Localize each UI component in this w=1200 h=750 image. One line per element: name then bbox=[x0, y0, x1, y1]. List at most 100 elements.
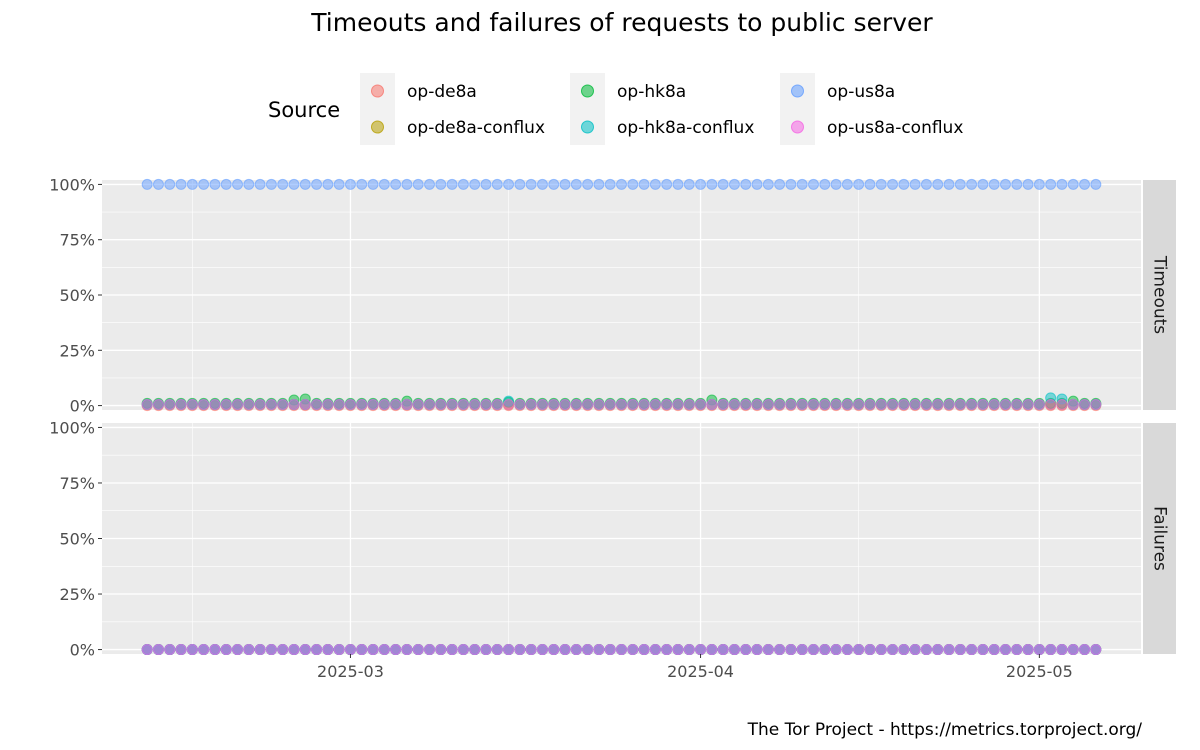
point-op-us8a bbox=[186, 178, 198, 190]
point-op-us8a-conflux bbox=[322, 644, 334, 656]
point-op-us8a-conflux bbox=[152, 398, 164, 410]
legend-item-op-us8a-conflux: op-us8a-conflux bbox=[780, 109, 963, 145]
point-op-us8a-conflux bbox=[887, 644, 899, 656]
point-op-us8a-conflux bbox=[401, 644, 413, 656]
y-tick-label: 75% bbox=[59, 231, 95, 250]
point-op-us8a-conflux bbox=[344, 398, 356, 410]
point-op-us8a bbox=[254, 178, 266, 190]
point-op-us8a-conflux bbox=[186, 398, 198, 410]
point-op-us8a-conflux bbox=[616, 398, 627, 410]
legend-label: op-de8a-conflux bbox=[407, 118, 545, 138]
point-op-us8a-conflux bbox=[943, 644, 955, 656]
point-op-us8a-conflux bbox=[785, 398, 797, 410]
point-op-us8a bbox=[378, 178, 390, 190]
point-op-us8a-conflux bbox=[943, 398, 955, 410]
point-op-us8a-conflux bbox=[932, 644, 944, 656]
point-op-us8a bbox=[593, 178, 605, 190]
point-op-us8a-conflux bbox=[649, 398, 661, 410]
point-op-us8a bbox=[706, 178, 718, 190]
point-op-us8a-conflux bbox=[333, 644, 345, 656]
point-op-us8a-conflux bbox=[1022, 644, 1034, 656]
y-tick-label: 0% bbox=[70, 641, 95, 660]
panel-failures: 0% 25% 50% 75% 100% Failures bbox=[49, 418, 1176, 660]
point-op-us8a-conflux bbox=[638, 644, 650, 656]
point-op-us8a-conflux bbox=[254, 644, 266, 656]
x-tick-label: 2025-05 bbox=[1006, 662, 1073, 681]
point-op-us8a-conflux bbox=[548, 644, 560, 656]
point-op-us8a-conflux bbox=[424, 644, 436, 656]
point-op-us8a-conflux bbox=[322, 398, 334, 410]
point-op-us8a-conflux bbox=[785, 644, 797, 656]
point-op-us8a-conflux bbox=[683, 398, 695, 410]
point-op-us8a-conflux bbox=[672, 398, 684, 410]
point-op-us8a-conflux bbox=[457, 644, 469, 656]
x-axis: 2025-03 2025-04 2025-05 bbox=[317, 654, 1073, 681]
point-op-us8a bbox=[604, 178, 616, 190]
point-op-us8a-conflux bbox=[503, 398, 515, 410]
point-op-us8a bbox=[344, 178, 356, 190]
point-op-us8a-conflux bbox=[649, 644, 661, 656]
point-op-us8a-conflux bbox=[1067, 644, 1079, 656]
legend-key-op-de8a bbox=[371, 84, 384, 98]
point-op-us8a bbox=[288, 178, 300, 190]
point-op-us8a bbox=[424, 178, 436, 190]
point-op-us8a-conflux bbox=[706, 398, 718, 410]
point-op-us8a bbox=[525, 178, 537, 190]
legend: Source op-de8a op-de8a-conflux op-hk8a op-h… bbox=[268, 73, 963, 145]
facet-strip bbox=[1143, 423, 1176, 654]
point-op-us8a-conflux bbox=[344, 644, 356, 656]
point-op-us8a-conflux bbox=[1045, 398, 1057, 410]
caption: The Tor Project - https://metrics.torpro… bbox=[747, 720, 1143, 740]
point-op-us8a bbox=[627, 178, 639, 190]
legend-label: op-hk8a-conflux bbox=[617, 118, 754, 138]
point-op-us8a-conflux bbox=[232, 398, 244, 410]
point-op-us8a-conflux bbox=[762, 644, 774, 656]
point-op-us8a-conflux bbox=[830, 644, 842, 656]
point-op-us8a bbox=[367, 178, 379, 190]
point-op-us8a-conflux bbox=[1033, 644, 1045, 656]
point-op-us8a bbox=[830, 178, 842, 190]
point-op-us8a-conflux bbox=[740, 644, 752, 656]
point-op-us8a bbox=[672, 178, 684, 190]
point-op-us8a-conflux bbox=[277, 398, 289, 410]
point-op-us8a bbox=[198, 178, 210, 190]
point-op-us8a-conflux bbox=[661, 398, 673, 410]
point-op-us8a-conflux bbox=[582, 398, 594, 410]
point-op-us8a-conflux bbox=[593, 644, 605, 656]
legend-item-op-hk8a-conflux: op-hk8a-conflux bbox=[570, 109, 754, 145]
point-op-us8a bbox=[1033, 178, 1045, 190]
point-op-us8a bbox=[841, 178, 853, 190]
point-op-us8a-conflux bbox=[209, 644, 221, 656]
panel-timeouts: 0% 25% 50% 75% 100% Timeouts bbox=[49, 175, 1176, 416]
point-op-us8a-conflux bbox=[909, 644, 921, 656]
point-op-us8a bbox=[401, 178, 413, 190]
point-op-us8a-conflux bbox=[774, 644, 786, 656]
point-op-us8a bbox=[514, 178, 526, 190]
point-op-us8a bbox=[999, 178, 1011, 190]
point-op-us8a bbox=[390, 178, 402, 190]
point-op-us8a-conflux bbox=[728, 398, 740, 410]
point-op-us8a-conflux bbox=[638, 398, 650, 410]
chart-title: Timeouts and failures of requests to pub… bbox=[310, 8, 933, 37]
point-op-us8a-conflux bbox=[356, 398, 368, 410]
legend-item-op-hk8a: op-hk8a bbox=[570, 73, 686, 109]
point-op-us8a bbox=[762, 178, 774, 190]
point-op-us8a bbox=[638, 178, 650, 190]
point-op-us8a-conflux bbox=[390, 644, 402, 656]
legend-item-op-de8a-conflux: op-de8a-conflux bbox=[360, 109, 545, 145]
y-tick-label: 75% bbox=[59, 474, 95, 493]
point-op-us8a-conflux bbox=[220, 644, 232, 656]
point-op-us8a bbox=[265, 178, 277, 190]
point-op-us8a-conflux bbox=[514, 644, 526, 656]
point-op-us8a-conflux bbox=[898, 644, 910, 656]
point-op-us8a-conflux bbox=[932, 398, 944, 410]
point-op-us8a bbox=[661, 178, 673, 190]
point-op-us8a-conflux bbox=[175, 398, 187, 410]
point-op-us8a-conflux bbox=[209, 398, 221, 410]
point-op-us8a-conflux bbox=[367, 644, 379, 656]
point-op-us8a-conflux bbox=[819, 398, 831, 410]
point-op-us8a bbox=[943, 178, 955, 190]
point-op-us8a bbox=[616, 178, 627, 190]
point-op-us8a-conflux bbox=[762, 398, 774, 410]
point-op-us8a-conflux bbox=[1090, 644, 1102, 656]
